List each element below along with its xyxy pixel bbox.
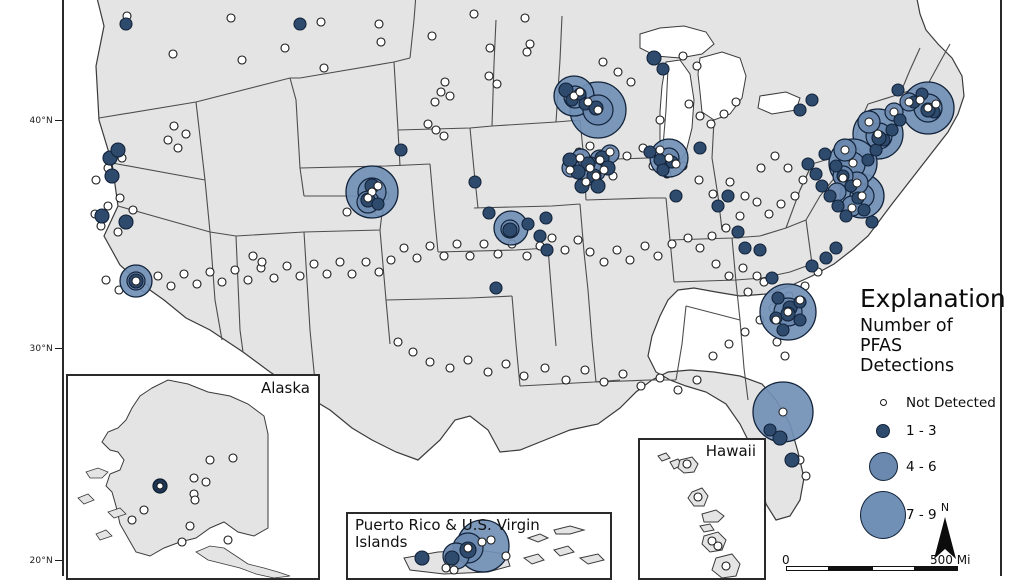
alaska-points-not-detected (127, 453, 238, 547)
legend-label-4-6: 4 - 6 (906, 458, 937, 475)
inset-alaska: Alaska (66, 374, 320, 580)
scale-seg-4 (915, 566, 958, 571)
hawaii-map (657, 452, 741, 578)
hawaii-islands (657, 452, 741, 578)
inset-puerto-rico: Puerto Rico & U.S. Virgin Islands (346, 512, 612, 580)
legend-subtitle: Number of PFAS Detections (860, 316, 955, 376)
north-arrow-icon (934, 517, 956, 559)
legend-symbol-1-3 (876, 423, 890, 438)
north-arrow-label: N (940, 501, 950, 514)
scale-label-min: 0 (782, 553, 790, 567)
map-frame-left (62, 0, 64, 576)
legend-symbol-not-detected (879, 398, 887, 406)
lat-label-40n: 40°N (10, 116, 62, 126)
inset-title-hawaii: Hawaii (705, 442, 756, 460)
aleutian-chain (195, 545, 291, 578)
inset-title-puerto-rico: Puerto Rico & U.S. Virgin Islands (355, 516, 540, 551)
alaska-islands (77, 467, 127, 541)
scale-seg-1 (786, 566, 829, 571)
pr-points-not-detected (441, 535, 511, 575)
map-frame-right (1000, 0, 1002, 576)
alaska-points-1-3 (152, 478, 168, 494)
north-arrow: N (928, 502, 962, 565)
scale-bar (786, 566, 958, 571)
inset-hawaii: Hawaii (638, 438, 766, 580)
hawaii-points-not-detected (682, 459, 731, 571)
legend-classes: Not Detected 1 - 3 4 - 6 7 - 9 (860, 387, 1000, 539)
legend-label-1-3: 1 - 3 (906, 422, 937, 439)
scale-seg-3 (872, 566, 915, 571)
scale-label-max: 500 Mi (930, 553, 971, 567)
legend-symbol-4-6 (868, 451, 898, 481)
inset-title-alaska: Alaska (260, 379, 310, 397)
alaska-map (77, 379, 291, 578)
points-inner-highlight (131, 87, 941, 543)
lake-superior (639, 25, 715, 59)
legend-symbol-7-9 (860, 490, 906, 539)
legend-title: Explanation (860, 284, 1006, 313)
legend-label-not-detected: Not Detected (906, 394, 996, 411)
lat-label-30n: 30°N (10, 344, 62, 354)
scale-seg-2 (829, 566, 872, 571)
legend-label-7-9: 7 - 9 (906, 506, 937, 523)
points-1-3 (94, 17, 941, 556)
puerto-rico-map (403, 519, 605, 575)
lat-label-20n: 20°N (10, 556, 62, 566)
alaska-landmass (101, 379, 269, 557)
legend: Explanation Number of PFAS Detections No… (860, 284, 1006, 539)
